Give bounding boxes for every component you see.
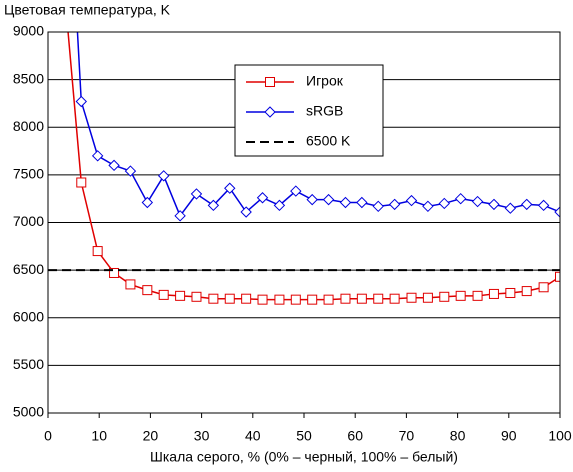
y-tick-label: 7500 <box>13 166 44 182</box>
marker <box>521 198 533 211</box>
marker <box>406 292 417 303</box>
marker <box>438 197 450 210</box>
marker <box>290 185 302 197</box>
marker <box>91 150 104 162</box>
x-tick-label: 10 <box>91 428 107 444</box>
marker <box>224 182 236 194</box>
legend-label: sRGB <box>306 103 343 119</box>
marker <box>158 170 170 182</box>
marker <box>208 293 219 304</box>
marker <box>505 287 516 298</box>
marker <box>108 159 120 172</box>
x-tick-label: 40 <box>245 428 261 444</box>
marker <box>373 293 384 304</box>
marker <box>488 198 500 211</box>
marker <box>455 290 466 301</box>
marker <box>290 294 301 305</box>
x-tick-label: 20 <box>143 428 159 444</box>
marker <box>265 77 275 87</box>
y-tick-label: 5000 <box>13 404 44 420</box>
marker <box>174 210 186 222</box>
x-tick-label: 100 <box>548 428 572 444</box>
y-tick-label: 6500 <box>13 261 44 277</box>
marker <box>439 291 450 302</box>
marker <box>488 288 499 299</box>
marker <box>372 200 384 213</box>
marker <box>339 196 352 209</box>
marker <box>471 195 484 208</box>
marker <box>142 285 153 296</box>
y-tick-label: 9000 <box>13 23 44 39</box>
marker <box>306 193 318 206</box>
marker <box>454 192 467 205</box>
marker <box>538 282 549 293</box>
marker <box>75 95 87 108</box>
marker <box>256 192 269 204</box>
x-axis-title: Шкала серого, % (0% – черный, 100% – бел… <box>150 449 458 465</box>
marker <box>422 200 434 213</box>
marker <box>555 271 560 282</box>
marker <box>356 293 367 304</box>
legend-label: 6500 K <box>306 133 351 149</box>
marker <box>554 206 560 218</box>
marker <box>158 289 169 300</box>
marker <box>322 193 335 206</box>
marker <box>224 293 235 304</box>
x-tick-label: 50 <box>296 428 312 444</box>
x-tick-label: 80 <box>450 428 466 444</box>
marker <box>274 294 285 305</box>
y-tick-label: 8500 <box>13 70 44 86</box>
marker <box>92 246 103 257</box>
marker <box>389 293 400 304</box>
x-tick-label: 60 <box>347 428 363 444</box>
y-tick-label: 7000 <box>13 213 44 229</box>
marker <box>422 292 433 303</box>
legend-label: Игрок <box>306 73 344 89</box>
y-tick-label: 8000 <box>13 118 44 134</box>
marker <box>257 294 268 305</box>
marker <box>76 177 87 188</box>
marker <box>124 165 137 177</box>
chart-title: Цветовая температура, K <box>4 2 171 18</box>
marker <box>537 199 550 212</box>
marker <box>323 294 334 305</box>
marker <box>504 202 517 214</box>
marker <box>207 199 220 212</box>
marker <box>388 198 401 211</box>
legend <box>234 64 384 157</box>
marker <box>273 199 286 212</box>
marker <box>472 290 483 301</box>
marker <box>405 194 418 207</box>
marker <box>264 106 276 118</box>
marker <box>240 206 252 218</box>
x-tick-label: 90 <box>501 428 517 444</box>
marker <box>340 293 351 304</box>
marker <box>307 294 318 305</box>
x-tick-label: 30 <box>194 428 210 444</box>
x-tick-label: 0 <box>44 428 52 444</box>
marker <box>109 267 120 278</box>
marker <box>190 188 203 200</box>
marker <box>141 196 154 209</box>
marker <box>356 196 368 209</box>
marker <box>191 291 202 302</box>
y-tick-label: 6000 <box>13 308 44 324</box>
marker <box>125 279 136 290</box>
marker <box>521 286 532 297</box>
y-tick-label: 5500 <box>13 356 44 372</box>
marker <box>241 293 252 304</box>
x-tick-label: 70 <box>399 428 415 444</box>
marker <box>175 290 186 301</box>
